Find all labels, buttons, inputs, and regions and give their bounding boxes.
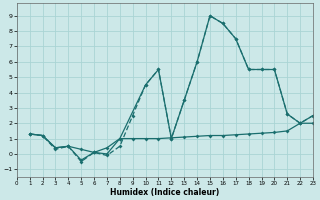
X-axis label: Humidex (Indice chaleur): Humidex (Indice chaleur) [110,188,220,197]
